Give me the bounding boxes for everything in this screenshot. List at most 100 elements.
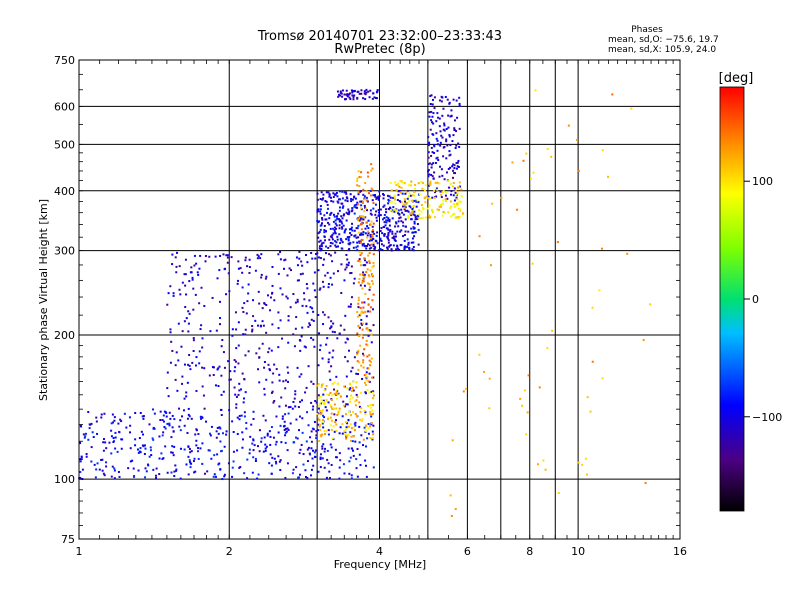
data-point xyxy=(348,96,351,99)
data-point xyxy=(248,258,251,261)
data-point xyxy=(353,229,356,232)
data-point xyxy=(363,374,366,377)
data-point xyxy=(336,90,339,93)
data-point xyxy=(404,192,407,195)
data-point xyxy=(188,448,191,451)
x-tick-label: 6 xyxy=(464,545,471,558)
data-point xyxy=(371,438,374,441)
data-point xyxy=(227,272,230,275)
data-point xyxy=(310,336,313,339)
data-point xyxy=(367,427,370,430)
data-point xyxy=(179,293,182,296)
data-point xyxy=(281,415,284,418)
data-point xyxy=(206,470,209,473)
data-point xyxy=(356,241,359,244)
data-point xyxy=(292,400,295,403)
data-point xyxy=(405,190,408,193)
data-point xyxy=(328,351,331,354)
data-point xyxy=(371,273,374,276)
data-point xyxy=(278,373,281,376)
data-point xyxy=(370,306,373,309)
data-point xyxy=(117,422,120,425)
data-point xyxy=(400,201,403,204)
data-point xyxy=(522,159,525,162)
data-point xyxy=(344,413,347,416)
data-point xyxy=(415,205,418,208)
data-point xyxy=(330,429,333,432)
data-point xyxy=(398,248,401,251)
data-point xyxy=(174,364,177,367)
data-point xyxy=(536,463,539,466)
data-point xyxy=(391,209,394,212)
data-point xyxy=(417,201,420,204)
data-point xyxy=(238,382,241,385)
data-point xyxy=(353,356,356,359)
data-point xyxy=(355,415,358,418)
data-point xyxy=(462,213,465,216)
data-point xyxy=(420,217,423,220)
data-point xyxy=(341,95,344,98)
data-point xyxy=(185,391,188,394)
data-point xyxy=(360,228,363,231)
data-point xyxy=(345,238,348,241)
data-point xyxy=(212,366,215,369)
data-point xyxy=(329,391,332,394)
data-point xyxy=(351,222,354,225)
data-point xyxy=(386,235,389,238)
data-point xyxy=(456,165,459,168)
data-point xyxy=(179,429,182,432)
data-point xyxy=(328,370,331,373)
data-point xyxy=(363,348,366,351)
data-point xyxy=(365,247,368,250)
data-point xyxy=(332,213,335,216)
data-point xyxy=(219,440,222,443)
data-point xyxy=(392,244,395,247)
data-point xyxy=(354,440,357,443)
data-point xyxy=(368,96,371,99)
data-point xyxy=(260,276,263,279)
data-point xyxy=(217,385,220,388)
data-point xyxy=(175,351,178,354)
data-point xyxy=(79,476,82,479)
data-point xyxy=(187,407,190,410)
data-point xyxy=(453,199,456,202)
data-point xyxy=(407,230,410,233)
data-point xyxy=(369,269,372,272)
data-point xyxy=(282,380,285,383)
data-point xyxy=(410,212,413,215)
data-point xyxy=(242,397,245,400)
data-point xyxy=(380,240,383,243)
data-point xyxy=(379,208,382,211)
data-point xyxy=(190,266,193,269)
data-point xyxy=(373,194,376,197)
data-point xyxy=(353,94,356,97)
data-point xyxy=(454,216,457,219)
data-point xyxy=(343,385,346,388)
y-tick-label: 300 xyxy=(54,245,75,258)
data-point xyxy=(355,246,358,249)
data-point xyxy=(395,235,398,238)
data-point xyxy=(370,169,373,172)
data-point xyxy=(443,212,446,215)
data-point xyxy=(402,221,405,224)
data-point xyxy=(440,95,443,98)
data-point xyxy=(170,471,173,474)
data-point xyxy=(257,290,260,293)
data-point xyxy=(400,220,403,223)
data-point xyxy=(301,326,304,329)
data-point xyxy=(371,199,374,202)
data-point xyxy=(189,368,192,371)
data-point xyxy=(292,293,295,296)
data-point xyxy=(153,412,156,415)
data-point xyxy=(453,164,456,167)
data-point xyxy=(358,259,361,262)
data-point xyxy=(526,411,529,414)
data-point xyxy=(332,272,335,275)
data-point xyxy=(183,320,186,323)
data-point xyxy=(435,157,438,160)
data-point xyxy=(387,234,390,237)
data-point xyxy=(270,292,273,295)
data-point xyxy=(105,461,108,464)
data-point xyxy=(447,167,450,170)
data-point xyxy=(357,302,360,305)
